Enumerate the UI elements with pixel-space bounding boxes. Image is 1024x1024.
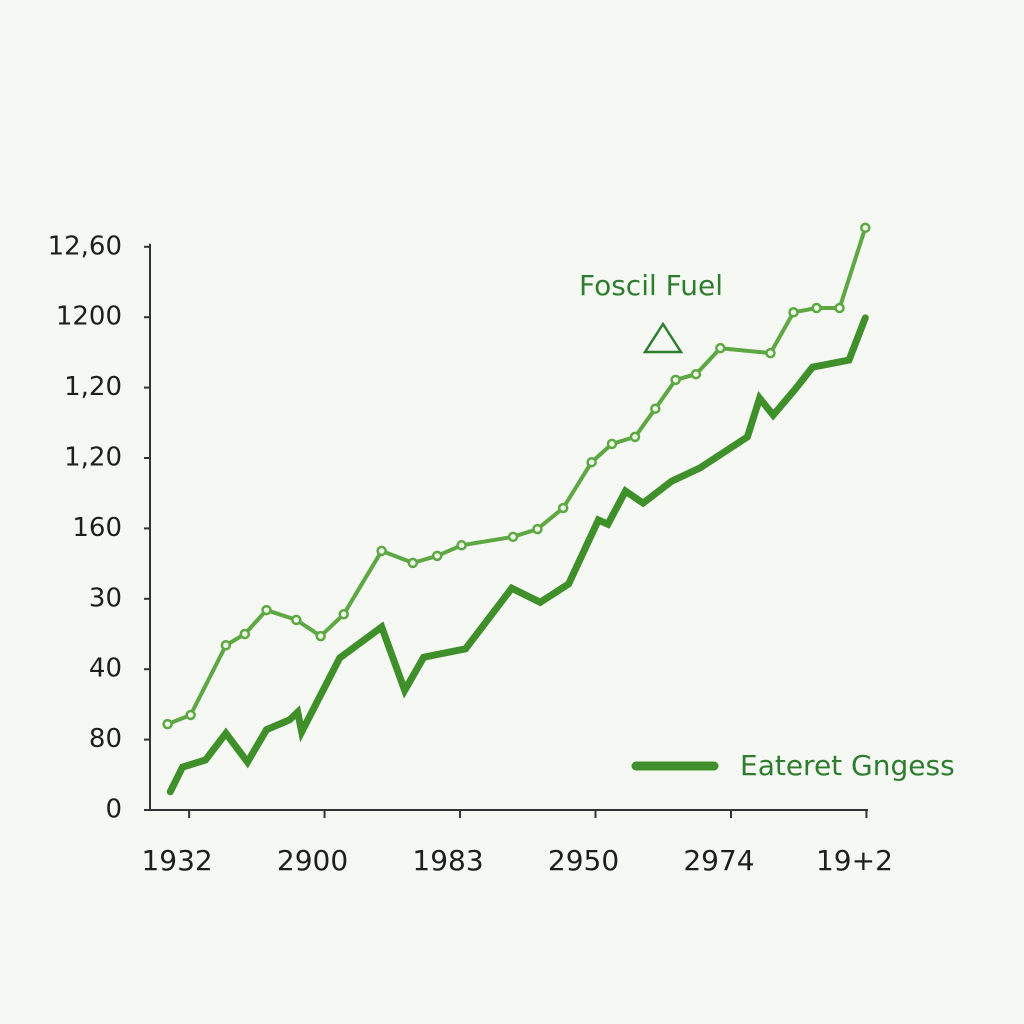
- point: [239, 628, 251, 640]
- point: [407, 557, 419, 569]
- point: [185, 709, 196, 721]
- y-tick-label: 80: [89, 724, 122, 754]
- x-tick-label: 2900: [277, 844, 348, 877]
- point: [456, 540, 467, 551]
- point: [629, 431, 641, 443]
- y-tick-label: 12,60: [48, 231, 122, 261]
- point: [788, 307, 799, 318]
- point: [670, 374, 681, 386]
- point: [834, 302, 845, 314]
- y-tick-label: 1200: [56, 302, 122, 332]
- point: [507, 531, 519, 543]
- point: [431, 550, 443, 562]
- point: [315, 630, 326, 642]
- point: [690, 368, 702, 380]
- x-tick-label: 2974: [683, 844, 754, 877]
- y-tick-label: 30: [89, 583, 122, 613]
- point: [291, 614, 302, 626]
- series-label: Foscil Fuel: [579, 269, 723, 302]
- point: [606, 438, 618, 450]
- y-tick-label: 1,20: [64, 372, 122, 402]
- point: [650, 403, 661, 414]
- y-tick-label: 0: [105, 795, 122, 825]
- series-line: [166, 314, 869, 796]
- point: [765, 347, 776, 359]
- point: [338, 609, 349, 620]
- point: [376, 545, 387, 557]
- point: [715, 342, 726, 354]
- point: [811, 302, 822, 314]
- point: [586, 456, 597, 468]
- x-tick-label: 19+2: [816, 844, 893, 877]
- y-tick-label: 160: [72, 513, 122, 543]
- point: [557, 502, 569, 514]
- point: [162, 718, 173, 730]
- point: [532, 523, 543, 535]
- x-tick-label: 2950: [548, 844, 619, 877]
- point: [220, 640, 232, 651]
- legend-label: Eateret Gngess: [740, 749, 955, 782]
- point: [860, 222, 871, 234]
- x-tick-label: 1932: [141, 844, 212, 877]
- x-tick-label: 1983: [412, 844, 483, 877]
- annotation-triangle: [642, 321, 684, 354]
- point: [261, 604, 272, 616]
- y-tick-label: 40: [89, 654, 122, 684]
- y-tick-label: 1,20: [64, 443, 122, 473]
